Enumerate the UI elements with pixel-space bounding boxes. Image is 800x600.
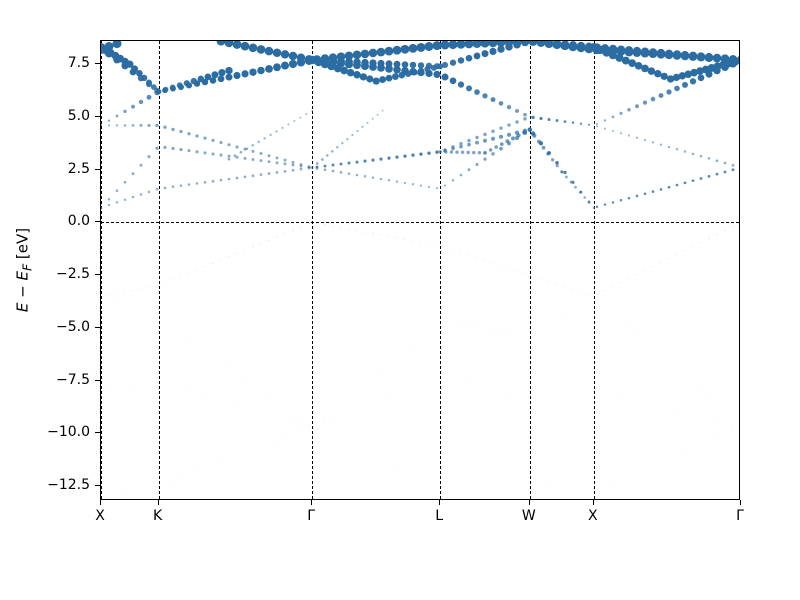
band-scatter-layer (101, 41, 740, 500)
y-tick-mark (95, 116, 100, 117)
y-tick-mark (95, 432, 100, 433)
y-tick-label: −5.0 (56, 319, 90, 335)
x-tick-label: K (153, 508, 162, 524)
x-tick-mark (311, 500, 312, 505)
y-tick-mark (95, 221, 100, 222)
x-tick-label: X (588, 508, 598, 524)
x-tick-mark (439, 500, 440, 505)
y-tick-mark (95, 63, 100, 64)
x-tick-mark (100, 500, 101, 505)
chart-container: X K Γ L W X Γ −12.5 −10.0 −7.5 −5.0 −2.5 0.0 2.5 5.0 7.… (0, 0, 800, 600)
plot-area (100, 40, 740, 500)
y-tick-label: −12.5 (47, 477, 90, 493)
x-tick-label: Γ (307, 508, 315, 524)
x-tick-mark (740, 500, 741, 505)
x-tick-label: Γ (736, 508, 744, 524)
x-tick-label: L (435, 508, 443, 524)
y-tick-mark (95, 380, 100, 381)
y-tick-label: 7.5 (68, 55, 90, 71)
y-tick-label: 2.5 (68, 161, 90, 177)
x-tick-mark (158, 500, 159, 505)
y-tick-label: 0.0 (68, 213, 90, 229)
x-tick-label: X (95, 508, 105, 524)
x-tick-label: W (522, 508, 536, 524)
y-tick-label: −7.5 (56, 372, 90, 388)
y-tick-mark (95, 485, 100, 486)
y-tick-label: 5.0 (68, 108, 90, 124)
y-tick-label: −2.5 (56, 266, 90, 282)
y-tick-mark (95, 327, 100, 328)
y-tick-label: −10.0 (47, 424, 90, 440)
y-tick-mark (95, 274, 100, 275)
y-axis-label: E − EF [eV] (14, 228, 35, 312)
x-tick-mark (593, 500, 594, 505)
y-tick-mark (95, 169, 100, 170)
x-tick-mark (529, 500, 530, 505)
